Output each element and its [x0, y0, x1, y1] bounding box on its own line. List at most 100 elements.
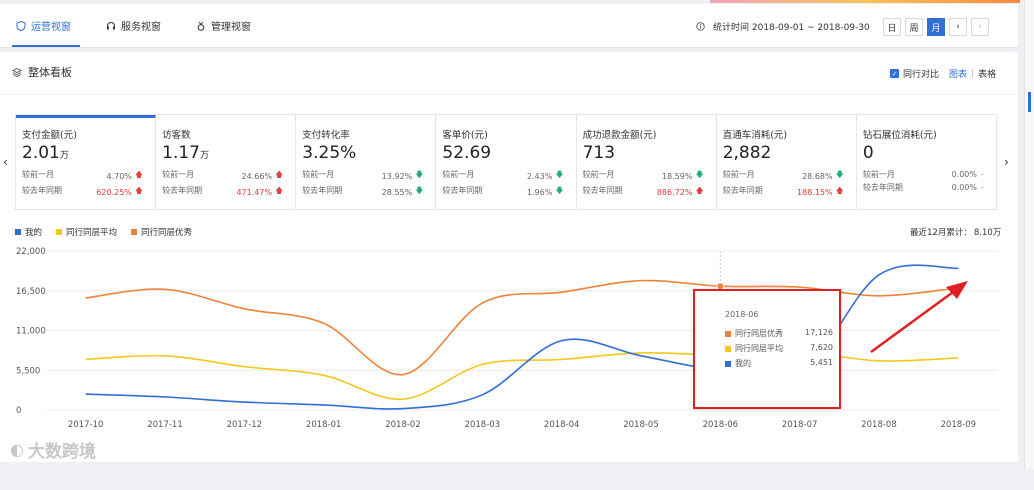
- kpi-card[interactable]: 客单价(元) 52.69 较前一月 2.43% 🡇 较去年同期 1.96% 🡇: [436, 115, 577, 209]
- kpi-next-arrow[interactable]: ›: [1004, 155, 1009, 169]
- kpi-value: 1.17万: [162, 143, 210, 163]
- y-tick-label: 11,000: [16, 327, 46, 337]
- compare-label: 同行对比: [903, 70, 940, 80]
- period-day-button[interactable]: 日: [883, 18, 901, 36]
- kpi-compare-year: 较去年同期 471.47% 🡅: [162, 185, 289, 199]
- kpi-compare-year: 较去年同期 188.15% 🡅: [723, 185, 850, 199]
- period-week-button[interactable]: 周: [905, 18, 923, 36]
- legend-item-peer-excellent[interactable]: 同行同层优秀: [131, 226, 192, 238]
- layers-icon: [12, 67, 22, 77]
- x-tick-label: 2017-12: [227, 420, 263, 430]
- active-tab-indicator: [12, 45, 80, 47]
- arrow-down-icon: 🡇: [415, 186, 424, 195]
- panel-divider: [0, 94, 1018, 95]
- kpi-card[interactable]: 钻石展位消耗(元) 0 较前一月 0.00% – 较去年同期 0.00% –: [857, 115, 996, 209]
- compare-checkbox[interactable]: ✓: [890, 69, 899, 78]
- headset-icon: [106, 21, 116, 31]
- prev-period-button[interactable]: ‹: [949, 18, 967, 36]
- legend-item-mine[interactable]: 我的: [15, 226, 42, 238]
- chart-tooltip: 2018-06 同行同层优秀 17,126 同行同层平均 7,620 我的 5,…: [693, 289, 841, 409]
- arrow-down-icon: 🡇: [695, 170, 704, 179]
- panel-view-controls: ✓ 同行对比 图表 | 表格: [890, 67, 996, 80]
- legend-item-peer-average[interactable]: 同行同层平均: [56, 226, 117, 238]
- view-table-link[interactable]: 表格: [978, 70, 997, 80]
- x-tick-label: 2018-03: [465, 420, 501, 430]
- kpi-card[interactable]: 支付转化率 3.25% 较前一月 13.92% 🡇 较去年同期 28.55% 🡇: [296, 115, 437, 209]
- arrow-down-icon: 🡇: [415, 170, 424, 179]
- kpi-value: 52.69: [442, 143, 492, 163]
- summary-value: 8.10万: [973, 228, 1002, 238]
- panel-header: 整体看板: [12, 64, 72, 80]
- panel-title: 整体看板: [28, 66, 72, 79]
- x-tick-label: 2018-04: [544, 420, 580, 430]
- tooltip-title: 2018-06: [725, 310, 759, 319]
- tooltip-row: 同行同层平均 7,620: [725, 343, 833, 354]
- kpi-value: 2,882: [722, 143, 772, 163]
- y-tick-label: 22,000: [16, 247, 46, 257]
- kpi-unit: 万: [59, 151, 69, 161]
- kpi-compare-year: 较去年同期 0.00% –: [862, 183, 984, 192]
- legend-label: 我的: [25, 228, 43, 238]
- kpi-card[interactable]: 支付金额(元) 2.01万 较前一月 4.70% 🡅 较去年同期 620.25% 🡅: [16, 115, 157, 209]
- right-scrollbar[interactable]: [1024, 0, 1034, 469]
- right-scrollbar-thumb[interactable]: [1028, 92, 1031, 112]
- period-switcher: 日 周 月 ‹ ›: [883, 18, 989, 36]
- overview-panel: 整体看板 ✓ 同行对比 图表 | 表格: [0, 52, 1018, 462]
- y-tick-label: 0: [16, 406, 21, 416]
- arrow-down-icon: 🡇: [555, 186, 564, 195]
- period-month-button[interactable]: 月: [927, 18, 945, 36]
- arrow-up-icon: 🡅: [275, 186, 284, 195]
- kpi-compare-month: 较前一月 13.92% 🡇: [302, 169, 429, 183]
- tab-label: 服务视窗: [121, 22, 161, 33]
- kpi-compare-year: 较去年同期 620.25% 🡅: [22, 185, 149, 199]
- next-period-button[interactable]: ›: [971, 18, 989, 36]
- tab-label: 管理视窗: [211, 22, 251, 33]
- tooltip-row-value: 7,620: [810, 343, 833, 352]
- medal-icon: [196, 21, 206, 31]
- top-accent-strip: [710, 0, 1020, 3]
- view-chart-link[interactable]: 图表: [949, 70, 968, 80]
- tab-operations[interactable]: 运营视窗: [16, 18, 71, 33]
- tooltip-row-value: 5,451: [810, 358, 833, 367]
- y-tick-label: 16,500: [16, 287, 46, 297]
- watermark: ◐ 大数跨境: [10, 437, 96, 462]
- trend-chart[interactable]: 22,000 16,500 11,000 5,500 0 2017-10 2017-11 20…: [0, 240, 1018, 490]
- kpi-row: 支付金额(元) 2.01万 较前一月 4.70% 🡅 较去年同期 620.25% 🡅 访客数 1.…: [15, 114, 997, 210]
- kpi-compare-month: 较前一月 4.70% 🡅: [22, 169, 149, 183]
- x-tick-label: 2018-05: [623, 420, 659, 430]
- shield-icon: [16, 20, 26, 31]
- arrow-up-icon: 🡅: [835, 186, 844, 195]
- tab-service[interactable]: 服务视窗: [106, 18, 161, 33]
- watermark-logo-icon: ◐: [10, 440, 24, 459]
- kpi-compare-month: 较前一月 18.59% 🡇: [583, 169, 710, 183]
- arrow-down-icon: 🡇: [555, 170, 564, 179]
- x-tick-label: 2017-10: [68, 420, 104, 430]
- kpi-card[interactable]: 成功退款金额(元) 713 较前一月 18.59% 🡇 较去年同期 886.72% 🡅: [577, 115, 717, 209]
- kpi-title: 访客数: [162, 130, 191, 141]
- tooltip-swatch: [725, 330, 731, 337]
- x-tick-label: 2018-07: [782, 420, 818, 430]
- tab-management[interactable]: 管理视窗: [196, 18, 251, 33]
- cumulative-summary: 最近12月累计： 8.10万: [910, 226, 1001, 238]
- watermark-text: 大数跨境: [27, 442, 96, 462]
- x-tick-label: 2018-06: [703, 420, 739, 430]
- x-tick-label: 2018-09: [941, 420, 977, 430]
- kpi-compare-month: 较前一月 0.00% –: [862, 170, 984, 179]
- kpi-card[interactable]: 直通车消耗(元) 2,882 较前一月 28.68% 🡇 较去年同期 188.15% 🡅: [717, 115, 857, 209]
- tab-label: 运营视窗: [31, 22, 71, 33]
- tooltip-row: 我的 5,451: [725, 358, 833, 369]
- top-nav-bar: 运营视窗 服务视窗 管理视窗 统计时间 2018-09-01 ~ 2018-09…: [0, 4, 1018, 48]
- kpi-prev-arrow[interactable]: ‹: [3, 155, 8, 169]
- kpi-compare-month: 较前一月 24.66% 🡅: [162, 169, 289, 183]
- tooltip-swatch: [725, 360, 731, 367]
- dash-icon: –: [979, 170, 984, 179]
- tooltip-row: 同行同层优秀 17,126: [725, 328, 833, 339]
- tooltip-row-name: 同行同层平均: [735, 344, 783, 353]
- info-icon[interactable]: [695, 22, 705, 32]
- tooltip-row-name: 我的: [735, 359, 751, 368]
- chart-legend: 我的 同行同层平均 同行同层优秀: [15, 226, 192, 238]
- kpi-value: 713: [582, 143, 616, 163]
- legend-swatch: [131, 229, 138, 235]
- kpi-card[interactable]: 访客数 1.17万较前一月 24.66% 🡅 较去年同期 471.47% 🡅: [156, 115, 297, 209]
- kpi-value: 0: [862, 143, 874, 163]
